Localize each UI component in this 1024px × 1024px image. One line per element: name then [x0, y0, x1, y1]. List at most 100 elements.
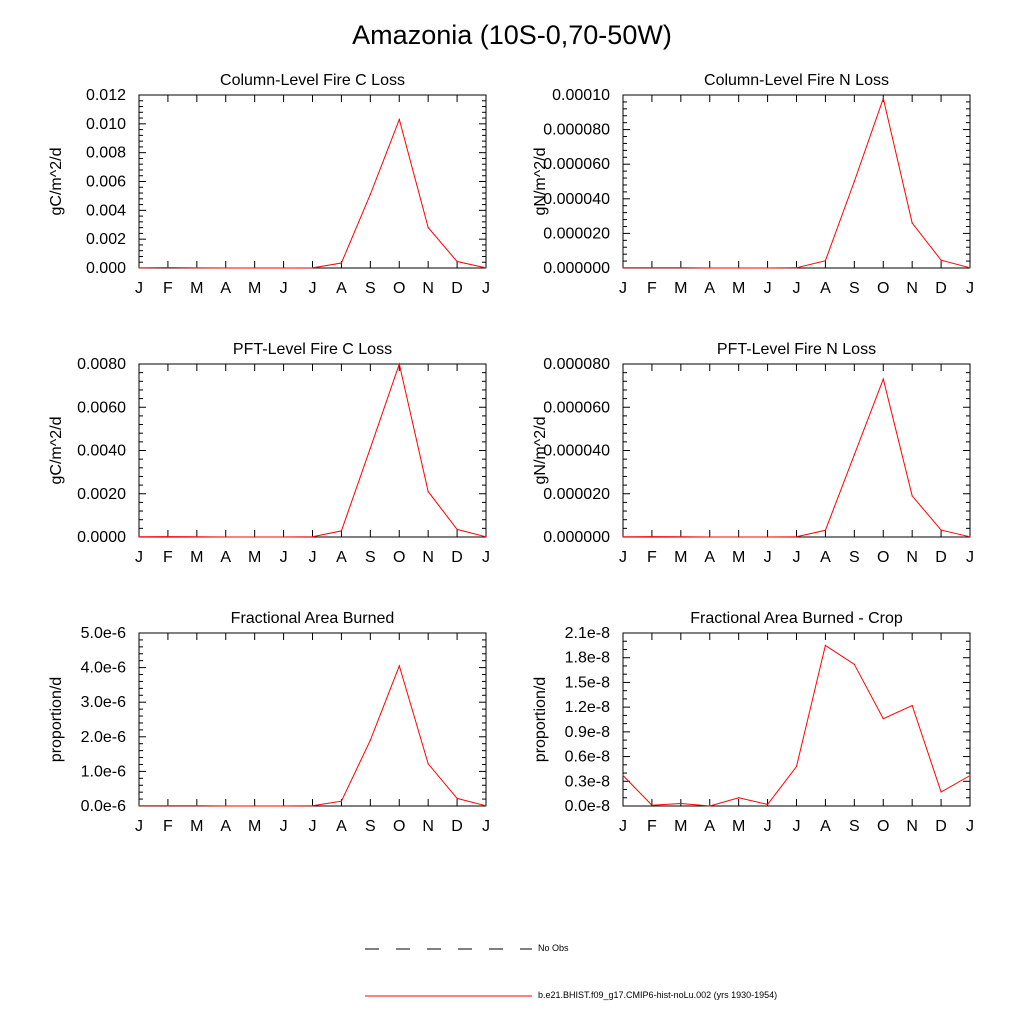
x-tick-label: A [704, 549, 715, 566]
x-tick-label: S [849, 818, 860, 835]
series-line [138, 362, 487, 538]
data-point [651, 267, 653, 269]
y-tick-label: 0.002 [86, 231, 126, 248]
x-tick-label: J [280, 280, 288, 297]
y-tick-label: 1.2e-8 [565, 699, 610, 716]
data-point [196, 267, 198, 269]
data-point [340, 262, 343, 264]
data-point [824, 529, 827, 531]
x-tick-label: M [732, 280, 745, 297]
y-tick-label: 0.012 [86, 87, 126, 104]
y-tick-label: 0.004 [86, 202, 126, 219]
data-point [254, 267, 256, 269]
x-tick-label: M [248, 818, 261, 835]
x-tick-label: F [647, 280, 657, 297]
y-tick-label: 0.0e-6 [81, 798, 126, 815]
y-tick-label: 1.0e-6 [81, 763, 126, 780]
data-point [225, 267, 227, 269]
x-tick-label: S [365, 549, 376, 566]
x-tick-label: J [482, 280, 490, 297]
x-tick-label: N [906, 280, 918, 297]
data-point [795, 765, 798, 768]
data-point [940, 529, 942, 531]
x-tick-label: A [220, 549, 231, 566]
y-tick-label: 0.0000 [77, 529, 126, 546]
data-point [969, 774, 971, 777]
x-tick-label: S [849, 280, 860, 297]
data-point [709, 805, 711, 807]
x-tick-label: D [935, 280, 947, 297]
x-tick-label: D [451, 549, 463, 566]
data-point [225, 536, 227, 538]
data-point [622, 536, 624, 538]
y-tick-label: 1.5e-8 [565, 674, 610, 691]
data-point [167, 535, 169, 538]
y-tick-label: 0.000080 [543, 356, 610, 373]
x-tick-label: S [365, 280, 376, 297]
y-axis-label: proportion/d [532, 677, 549, 762]
x-tick-label: J [135, 280, 143, 297]
y-tick-label: 0.006 [86, 174, 126, 191]
x-tick-label: M [674, 549, 687, 566]
x-tick-label: A [704, 818, 715, 835]
x-tick-label: J [619, 280, 627, 297]
data-point [427, 227, 429, 229]
data-point [853, 180, 855, 183]
panel-title: PFT-Level Fire N Loss [717, 341, 876, 358]
x-tick-label: N [422, 818, 434, 835]
x-tick-label: J [966, 818, 974, 835]
x-tick-label: J [280, 549, 288, 566]
data-point [311, 267, 314, 269]
data-point [882, 378, 884, 380]
data-point [622, 774, 624, 777]
data-point [709, 536, 711, 538]
x-tick-label: J [793, 280, 801, 297]
data-point [622, 267, 624, 269]
data-point [853, 663, 855, 665]
x-tick-label: D [935, 818, 947, 835]
x-tick-label: O [393, 818, 405, 835]
data-point [456, 528, 458, 531]
data-point [282, 805, 285, 807]
data-point [680, 536, 682, 538]
panel-title: Fractional Area Burned - Crop [690, 610, 903, 627]
x-tick-label: D [451, 280, 463, 297]
data-point [196, 805, 198, 807]
x-tick-label: S [365, 818, 376, 835]
x-tick-label: F [163, 549, 173, 566]
data-point [138, 536, 140, 538]
x-tick-label: M [674, 818, 687, 835]
data-point [969, 536, 971, 538]
x-tick-label: J [966, 280, 974, 297]
y-tick-label: 0.000 [86, 260, 126, 277]
data-point [911, 495, 913, 497]
data-point [456, 797, 458, 799]
x-tick-label: S [849, 549, 860, 566]
y-tick-label: 0.000060 [543, 156, 610, 173]
y-tick-label: 2.1e-8 [565, 625, 610, 642]
x-tick-label: J [482, 549, 490, 566]
y-tick-label: 0.00010 [552, 87, 610, 104]
y-tick-label: 0.0040 [77, 443, 126, 460]
y-axis-label: proportion/d [48, 677, 65, 762]
data-point [369, 447, 371, 449]
series-line [138, 664, 487, 807]
data-point [398, 665, 400, 667]
y-tick-label: 0.000040 [543, 443, 610, 460]
data-point [398, 118, 400, 121]
x-tick-label: A [704, 280, 715, 297]
data-point [795, 536, 798, 538]
data-point [680, 802, 682, 805]
x-tick-label: A [820, 818, 831, 835]
x-tick-label: J [309, 549, 317, 566]
x-tick-label: N [906, 549, 918, 566]
y-tick-label: 5.0e-6 [81, 625, 126, 642]
y-tick-label: 0.008 [86, 145, 126, 162]
data-point [311, 805, 314, 807]
data-point [651, 535, 653, 538]
